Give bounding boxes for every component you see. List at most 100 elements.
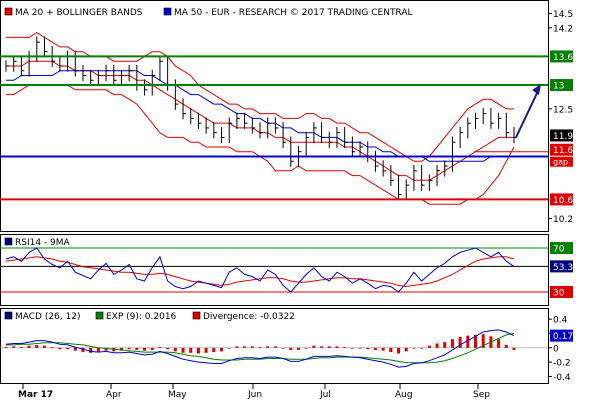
ma50-legend-label: MA 50 - EUR - RESEARCH © 2017 TRADING CE… bbox=[174, 8, 413, 18]
macd-divergence-bar bbox=[135, 347, 139, 350]
macd-divergence-bar bbox=[73, 347, 77, 351]
macd-divergence-bar bbox=[373, 347, 377, 350]
macd-divergence-bar bbox=[381, 347, 385, 351]
macd-divergence-bar bbox=[81, 347, 85, 353]
price-panel-frame bbox=[0, 0, 549, 232]
macd-axis-label: 0 bbox=[553, 344, 559, 354]
macd-divergence-bar bbox=[397, 347, 401, 354]
macd-divergence-bar bbox=[35, 344, 39, 348]
rsi-ma9-line bbox=[5, 256, 515, 288]
macd-divergence-bar bbox=[42, 345, 46, 348]
macd-divergence-bar bbox=[189, 347, 193, 353]
macd-signal-line bbox=[6, 332, 515, 364]
macd-divergence-bar bbox=[143, 347, 147, 351]
month-label: Aug bbox=[395, 390, 413, 400]
signal-legend-swatch bbox=[95, 311, 104, 320]
macd-divergence-bar bbox=[474, 334, 478, 348]
macd-divergence-bar bbox=[66, 347, 70, 350]
rsi-level-label-box bbox=[550, 286, 573, 298]
macd-divergence-bar bbox=[150, 347, 154, 350]
month-label: Jun bbox=[247, 390, 262, 400]
month-label: May bbox=[168, 390, 187, 400]
price-legend-bg bbox=[2, 4, 412, 18]
bollinger-lower-line bbox=[6, 84, 515, 205]
rsi-level-label: 70 bbox=[553, 245, 565, 255]
macd-last-label-box bbox=[550, 329, 573, 342]
ma50-legend-swatch bbox=[163, 7, 172, 16]
ma20-legend-label: MA 20 + BOLLINGER BANDS bbox=[15, 8, 143, 18]
gap-level-label: 11.6 bbox=[553, 146, 573, 156]
last-price-label: 11.9 bbox=[553, 132, 573, 142]
ma20-legend-swatch bbox=[4, 7, 13, 16]
signal-legend-label: EXP (9): 0.2016 bbox=[106, 312, 177, 322]
gap-level-label-box bbox=[550, 143, 573, 156]
level-label-box bbox=[550, 193, 573, 206]
macd-divergence-bar bbox=[358, 347, 362, 349]
month-label: Jul bbox=[319, 390, 331, 400]
month-label: Apr bbox=[106, 390, 122, 400]
gap-note: gap bbox=[553, 158, 568, 167]
divergence-legend-label: Divergence: -0.0322 bbox=[203, 312, 295, 322]
macd-divergence-bar bbox=[443, 342, 447, 348]
level-label-box bbox=[550, 50, 573, 63]
macd-divergence-bar bbox=[366, 347, 370, 350]
bollinger-upper-line bbox=[6, 32, 514, 162]
level-label: 13.6 bbox=[553, 53, 573, 63]
macd-legend-swatch bbox=[4, 311, 13, 320]
macd-divergence-bar bbox=[304, 347, 308, 349]
month-label: Sep bbox=[473, 390, 490, 400]
rsi-last-label: 53.3 bbox=[553, 263, 573, 273]
macd-divergence-bar bbox=[512, 347, 516, 351]
macd-divergence-bar bbox=[50, 347, 54, 348]
macd-divergence-bar bbox=[281, 347, 285, 349]
macd-line bbox=[5, 329, 515, 368]
macd-divergence-bar bbox=[27, 345, 31, 348]
macd-axis-label: -0.4 bbox=[553, 373, 571, 383]
macd-divergence-bar bbox=[466, 335, 470, 348]
macd-divergence-bar bbox=[127, 347, 131, 350]
macd-divergence-bar bbox=[243, 346, 247, 348]
macd-divergence-bar bbox=[497, 339, 501, 348]
projection-arrow-line bbox=[515, 90, 539, 138]
month-label: Mar 17 bbox=[18, 390, 53, 400]
macd-axis-label: -0.2 bbox=[553, 359, 571, 369]
macd-legend-label: MACD (26, 12) bbox=[15, 312, 81, 322]
macd-divergence-bar bbox=[504, 344, 508, 348]
price-axis-label: 14.5 bbox=[553, 10, 573, 20]
macd-divergence-bar bbox=[212, 347, 216, 353]
macd-divergence-bar bbox=[481, 334, 485, 348]
macd-divergence-bar bbox=[289, 347, 293, 350]
macd-divergence-bar bbox=[89, 347, 93, 353]
macd-last-label: 0.17 bbox=[553, 332, 573, 342]
macd-divergence-bar bbox=[173, 347, 177, 352]
macd-divergence-bar bbox=[320, 346, 324, 348]
macd-divergence-bar bbox=[196, 347, 200, 354]
level-label: 10.6 bbox=[553, 196, 573, 206]
divergence-legend-swatch bbox=[192, 311, 201, 320]
last-price-label-box bbox=[550, 129, 573, 142]
macd-divergence-bar bbox=[19, 347, 23, 348]
macd-divergence-bar bbox=[312, 345, 316, 348]
rsi-legend-label: RSI14 - 9MA bbox=[15, 238, 71, 248]
macd-divergence-bar bbox=[158, 347, 162, 348]
macd-divergence-bar bbox=[389, 347, 393, 353]
macd-divergence-bar bbox=[58, 347, 62, 350]
macd-divergence-bar bbox=[427, 345, 431, 348]
projection-arrow-head bbox=[532, 84, 541, 96]
macd-divergence-bar bbox=[258, 347, 262, 348]
rsi-last-label-box bbox=[550, 260, 573, 273]
macd-divergence-bar bbox=[450, 339, 454, 348]
rsi-level-label: 30 bbox=[553, 289, 565, 299]
macd-panel-frame bbox=[0, 308, 549, 384]
macd-divergence-bar bbox=[96, 347, 100, 353]
gap-note-box bbox=[550, 156, 573, 167]
macd-divergence-bar bbox=[204, 347, 208, 353]
macd-divergence-bar bbox=[119, 347, 123, 351]
rsi-legend-swatch bbox=[4, 237, 13, 246]
macd-divergence-bar bbox=[227, 347, 231, 349]
macd-divergence-bar bbox=[235, 346, 239, 348]
macd-divergence-bar bbox=[4, 347, 8, 348]
macd-divergence-bar bbox=[250, 346, 254, 348]
